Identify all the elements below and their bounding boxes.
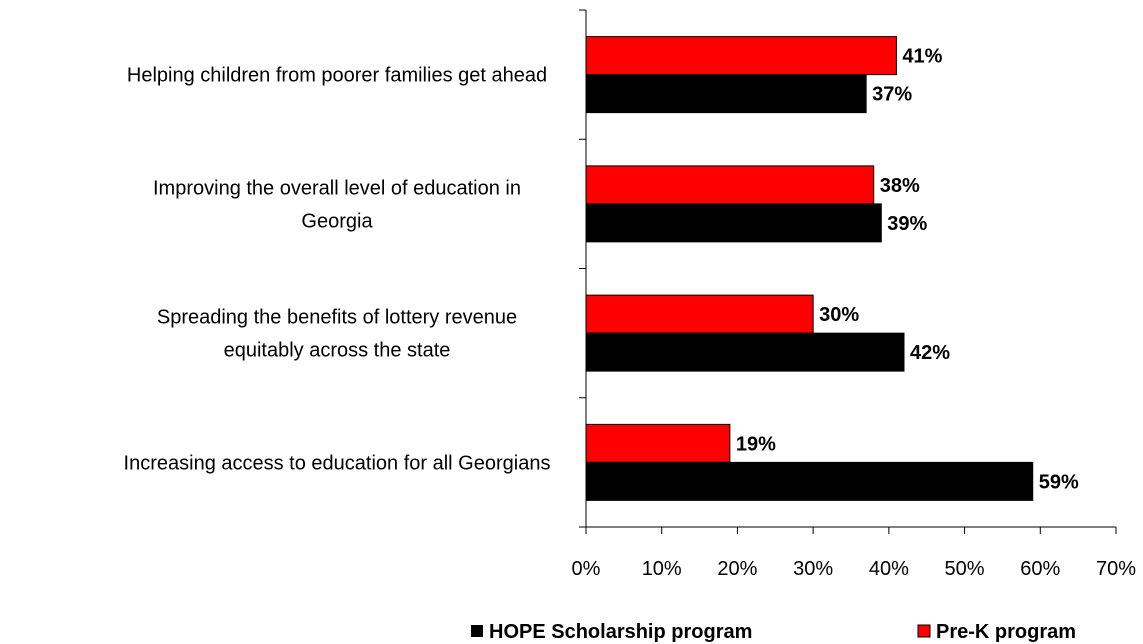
legend-label-prek: Pre-K program xyxy=(936,621,1076,643)
data-label-prek: 30% xyxy=(819,304,859,326)
bar-prek xyxy=(585,36,897,76)
x-tick-label: 10% xyxy=(642,558,682,580)
chart-legend: HOPE Scholarship program Pre-K program xyxy=(471,621,1076,643)
chart-bars xyxy=(585,36,1034,501)
x-tick-label: 70% xyxy=(1096,558,1136,580)
chart-axes: 0% 10% 20% 30% 40% 50% 60% 70% xyxy=(572,9,1136,580)
data-label-prek: 19% xyxy=(736,433,776,455)
category-label: equitably across the state xyxy=(224,340,451,362)
chart-labels: Helping children from poorer families ge… xyxy=(124,46,1079,494)
legend-swatch-hope xyxy=(471,625,483,637)
x-tick-label: 20% xyxy=(717,558,757,580)
data-label-hope: 59% xyxy=(1039,471,1079,493)
category-label: Spreading the benefits of lottery revenu… xyxy=(157,307,517,329)
bar-prek xyxy=(585,423,731,463)
bar-prek xyxy=(585,165,875,205)
category-label: Helping children from poorer families ge… xyxy=(127,65,547,87)
category-label: Georgia xyxy=(301,210,373,232)
x-tick-label: 50% xyxy=(945,558,985,580)
bar-hope xyxy=(585,332,905,372)
category-label: Improving the overall level of education… xyxy=(153,177,521,199)
data-label-hope: 37% xyxy=(872,84,912,106)
x-tick-label: 40% xyxy=(869,558,909,580)
data-label-hope: 42% xyxy=(910,342,950,364)
x-tick-label: 60% xyxy=(1020,558,1060,580)
data-label-hope: 39% xyxy=(887,213,927,235)
category-label: Increasing access to education for all G… xyxy=(124,452,551,474)
bar-hope xyxy=(585,461,1034,501)
bar-hope xyxy=(585,74,867,114)
bar-hope xyxy=(585,203,882,243)
legend-label-hope: HOPE Scholarship program xyxy=(489,621,752,643)
data-label-prek: 38% xyxy=(880,175,920,197)
x-tick-label: 0% xyxy=(572,558,601,580)
data-label-prek: 41% xyxy=(902,46,942,68)
x-tick-label: 30% xyxy=(793,558,833,580)
bar-prek xyxy=(585,294,814,334)
legend-swatch-prek xyxy=(917,624,931,638)
